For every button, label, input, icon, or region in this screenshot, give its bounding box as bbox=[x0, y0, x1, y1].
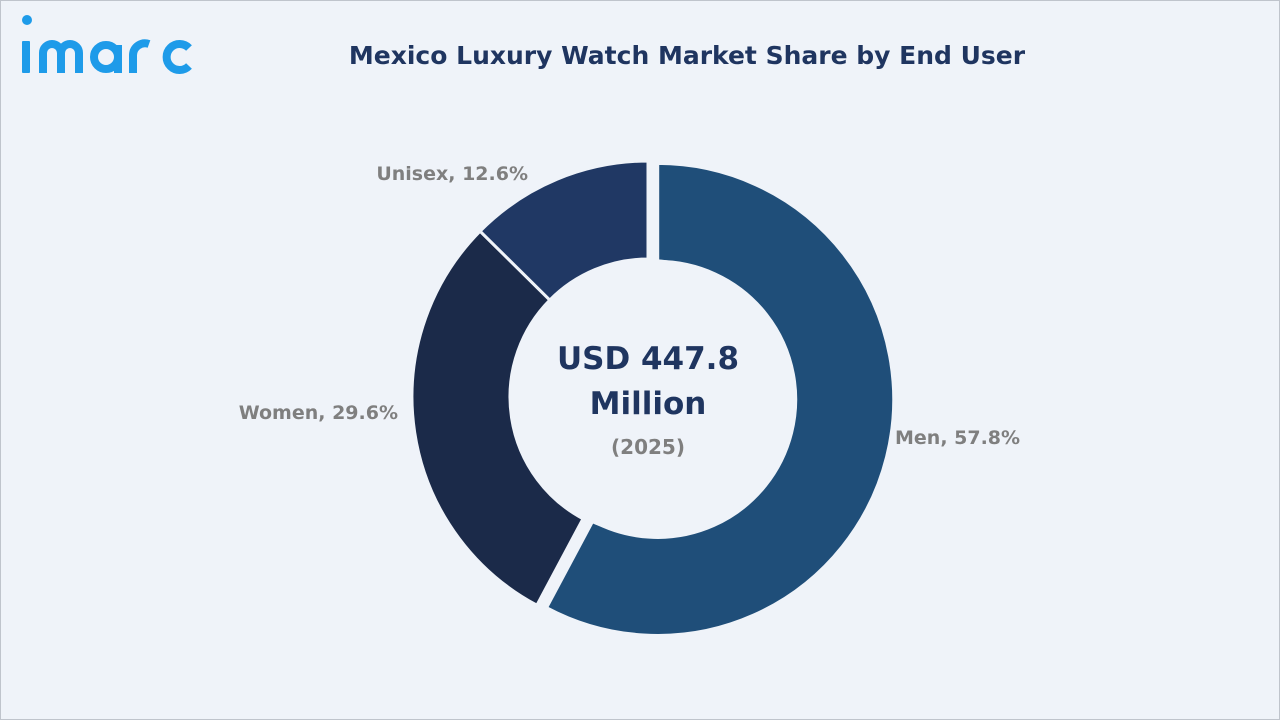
imarc-logo bbox=[21, 15, 203, 81]
center-value-line2: Million bbox=[590, 386, 707, 422]
center-year: (2025) bbox=[611, 435, 685, 459]
slice-men bbox=[544, 161, 896, 637]
label-women: Women, 29.6% bbox=[239, 402, 398, 424]
chart-title: Mexico Luxury Watch Market Share by End … bbox=[348, 41, 1026, 70]
center-value-line1: USD 447.8 bbox=[557, 341, 739, 377]
donut-hole bbox=[510, 259, 786, 535]
label-men: Men, 57.8% bbox=[895, 427, 1020, 449]
slices-layer bbox=[410, 159, 896, 637]
labels-layer: Men, 57.8% Women, 29.6% Unisex, 12.6% bbox=[239, 163, 1020, 449]
label-unisex: Unisex, 12.6% bbox=[376, 163, 528, 185]
